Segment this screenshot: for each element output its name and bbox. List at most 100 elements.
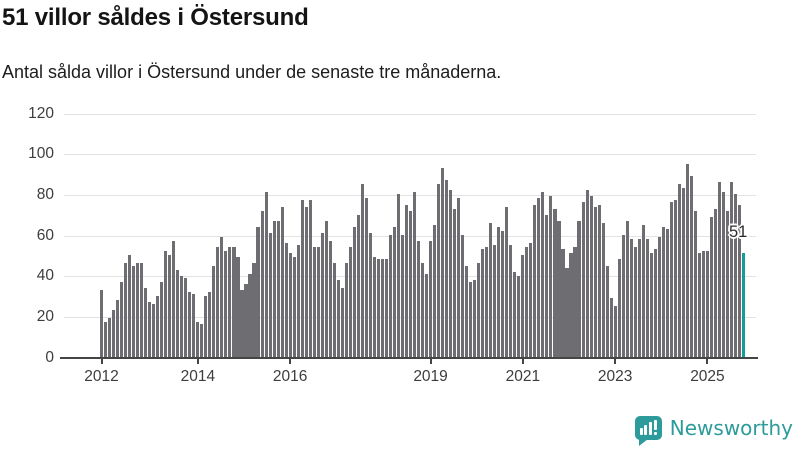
bar-chart-plot-area <box>60 113 758 359</box>
bar <box>216 247 220 357</box>
bar <box>332 263 336 357</box>
bar <box>709 216 713 357</box>
bar <box>493 245 497 357</box>
bar <box>324 220 328 357</box>
bar <box>465 265 469 357</box>
bar <box>172 241 176 357</box>
bar <box>416 241 421 357</box>
bar <box>232 247 236 357</box>
bar <box>236 257 240 357</box>
bar <box>128 255 132 357</box>
bar <box>352 226 356 357</box>
bar <box>220 237 224 357</box>
newsworthy-bar-chart-bubble-icon <box>634 416 662 446</box>
bar <box>300 200 304 357</box>
bar <box>529 243 533 357</box>
exclamation-dot-icon <box>653 432 658 435</box>
bar <box>144 287 148 357</box>
bar <box>276 220 280 357</box>
bar <box>156 296 160 357</box>
x-axis-tick-label: 2012 <box>84 368 119 385</box>
bar <box>681 188 685 357</box>
bar <box>372 257 376 357</box>
bar <box>513 271 517 357</box>
bar <box>565 267 569 357</box>
bar <box>533 204 537 357</box>
bar <box>433 224 437 357</box>
bar <box>521 255 525 357</box>
bar <box>380 259 384 357</box>
bar <box>272 220 276 357</box>
x-axis-tick <box>196 358 199 364</box>
bar <box>208 291 212 357</box>
bar <box>665 228 669 357</box>
bar <box>421 263 425 357</box>
gridline <box>64 154 756 156</box>
bar <box>441 167 445 357</box>
bar <box>485 247 489 357</box>
bar <box>489 222 493 357</box>
bar <box>721 192 726 357</box>
bar <box>429 241 433 357</box>
bar <box>605 265 609 357</box>
bar <box>737 204 742 357</box>
bar <box>320 232 324 357</box>
gridline <box>64 113 756 115</box>
bar <box>368 232 372 357</box>
bar <box>537 198 541 357</box>
bar <box>392 226 396 357</box>
newsworthy-logo: Newsworthy <box>634 413 793 446</box>
bar <box>336 279 340 357</box>
bar <box>228 247 232 357</box>
bar <box>457 198 461 357</box>
y-axis-tick-label: 80 <box>36 185 54 203</box>
bar <box>509 245 513 357</box>
bar <box>501 230 505 357</box>
bar <box>164 251 168 357</box>
bar <box>292 257 296 357</box>
bar <box>713 208 717 357</box>
bar <box>184 277 188 357</box>
bar <box>408 210 413 357</box>
bar <box>212 265 216 357</box>
bar <box>609 298 613 357</box>
bar <box>585 190 589 357</box>
bar <box>196 322 200 357</box>
bar <box>148 302 152 357</box>
bar <box>248 273 252 357</box>
mini-bar-icon <box>648 422 652 435</box>
bar <box>316 247 320 357</box>
bar <box>140 263 144 357</box>
bar <box>497 226 501 357</box>
bar <box>657 237 661 357</box>
bar <box>192 293 196 357</box>
x-axis-tick-label: 2014 <box>180 368 216 385</box>
bar <box>132 265 136 357</box>
bar <box>693 210 697 357</box>
bar <box>541 192 545 357</box>
chart-title: 51 villor såldes i Östersund <box>2 4 309 31</box>
highlight-value-label: 51 <box>729 223 748 242</box>
bar <box>445 180 449 357</box>
bar <box>569 253 573 357</box>
bar <box>376 259 380 357</box>
bar <box>344 263 348 357</box>
bar <box>240 289 244 357</box>
bar <box>124 263 128 357</box>
bar <box>629 239 633 357</box>
x-axis-tick <box>289 358 292 364</box>
bar <box>100 289 104 357</box>
bar <box>717 182 722 357</box>
bar <box>280 206 284 357</box>
bar <box>697 253 701 357</box>
x-axis-tick <box>429 358 432 364</box>
bar <box>412 192 417 357</box>
bar <box>288 253 292 357</box>
bar <box>729 182 734 357</box>
bar <box>296 245 300 357</box>
bar <box>661 226 665 357</box>
x-axis-tick <box>614 358 617 364</box>
bar <box>581 202 585 357</box>
x-axis-line <box>60 357 758 359</box>
bar <box>204 296 208 357</box>
